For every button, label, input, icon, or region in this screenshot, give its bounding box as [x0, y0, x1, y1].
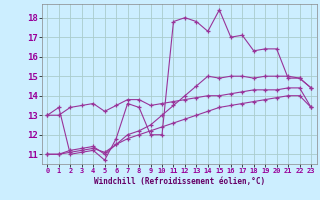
X-axis label: Windchill (Refroidissement éolien,°C): Windchill (Refroidissement éolien,°C): [94, 177, 265, 186]
